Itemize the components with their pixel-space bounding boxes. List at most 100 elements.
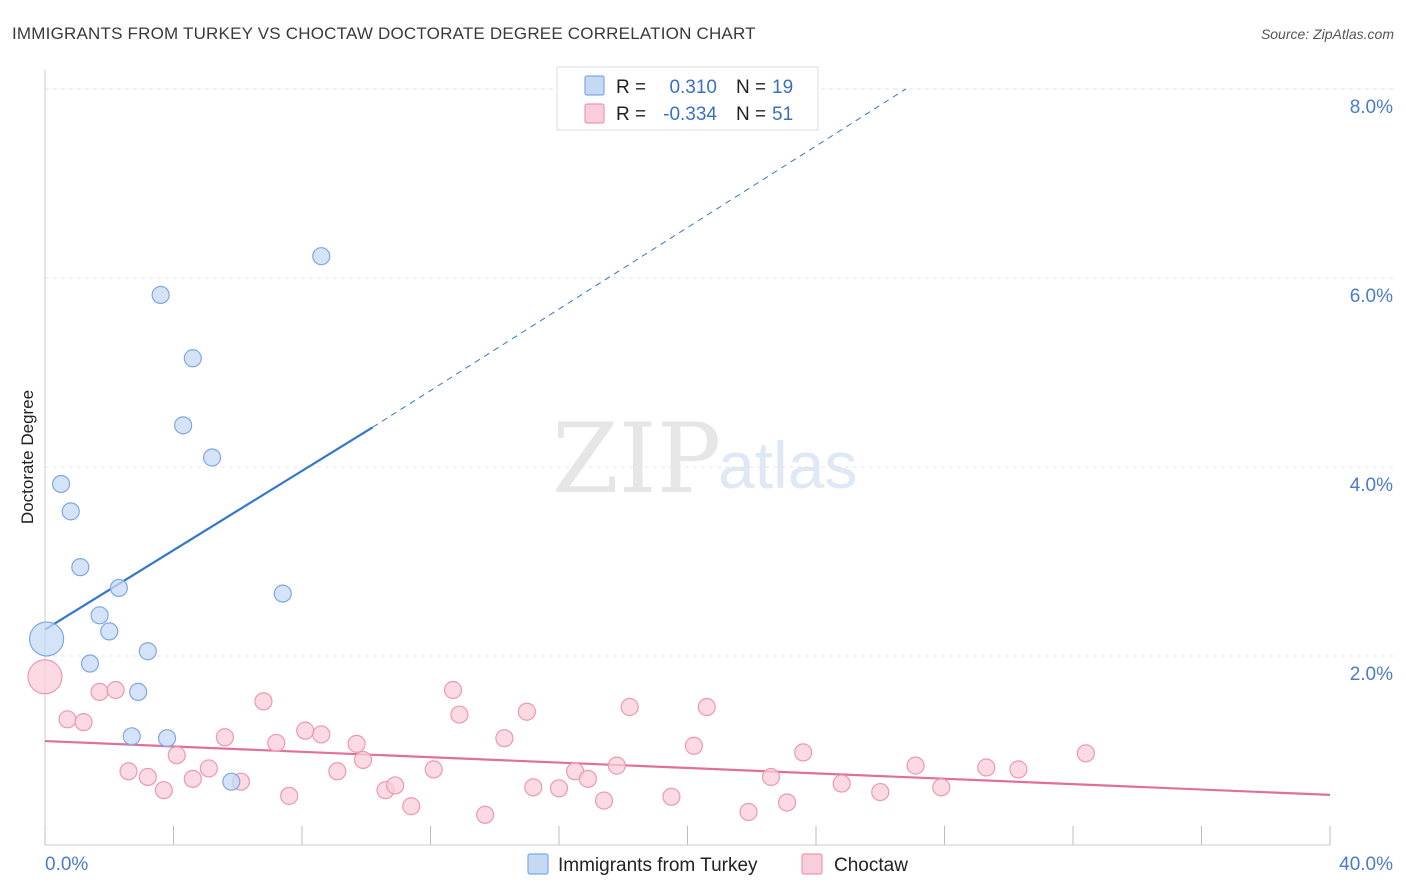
tick-labels: 2.0% 4.0% 6.0% 8.0% 0.0% 40.0% bbox=[45, 97, 1393, 875]
bottom-legend-swatch-turkey bbox=[527, 853, 549, 875]
point-choctaw bbox=[58, 710, 77, 729]
point-turkey bbox=[80, 654, 100, 673]
legend-n-label-choctaw: N = bbox=[736, 104, 766, 125]
bottom-legend-swatch-choctaw bbox=[801, 853, 823, 875]
point-choctaw bbox=[312, 725, 331, 744]
axes bbox=[44, 70, 1331, 846]
point-choctaw bbox=[328, 762, 347, 781]
bottom-legend: Immigrants from Turkey Choctaw bbox=[527, 853, 908, 876]
chart-title: IMMIGRANTS FROM TURKEY VS CHOCTAW DOCTOR… bbox=[12, 24, 756, 43]
point-turkey bbox=[122, 727, 141, 746]
point-choctaw bbox=[476, 805, 495, 824]
point-turkey bbox=[151, 285, 170, 305]
point-choctaw bbox=[424, 760, 443, 779]
point-choctaw bbox=[347, 734, 366, 753]
point-choctaw bbox=[215, 728, 234, 747]
legend-n-value-choctaw: 51 bbox=[772, 104, 793, 125]
legend-n-value-turkey: 19 bbox=[772, 77, 793, 98]
point-choctaw bbox=[1009, 760, 1028, 779]
point-choctaw bbox=[90, 682, 109, 701]
legend-swatch-choctaw bbox=[584, 103, 605, 124]
bottom-legend-label-choctaw: Choctaw bbox=[834, 855, 908, 876]
x-tick-label-min: 0.0% bbox=[45, 854, 88, 875]
trend-lines bbox=[44, 88, 1331, 797]
point-choctaw bbox=[607, 756, 626, 775]
y-tick-label: 8.0% bbox=[1350, 97, 1393, 118]
point-choctaw bbox=[106, 680, 125, 700]
point-turkey bbox=[157, 729, 177, 748]
point-choctaw bbox=[777, 793, 797, 812]
point-choctaw bbox=[154, 781, 173, 800]
legend-r-value-choctaw: -0.334 bbox=[663, 104, 717, 125]
point-choctaw bbox=[684, 736, 704, 755]
point-choctaw bbox=[138, 767, 157, 787]
point-turkey bbox=[273, 584, 292, 603]
point-choctaw bbox=[594, 791, 614, 810]
trend-line-turkey bbox=[44, 426, 374, 631]
trend-line-turkey-extension bbox=[372, 88, 907, 428]
point-turkey bbox=[100, 622, 119, 641]
y-tick-label: 2.0% bbox=[1350, 664, 1393, 685]
legend-r-label-turkey: R = bbox=[616, 77, 646, 98]
point-choctaw bbox=[517, 702, 536, 721]
point-turkey bbox=[138, 642, 157, 661]
x-tick-label-max: 40.0% bbox=[1339, 854, 1393, 875]
point-choctaw bbox=[932, 778, 951, 797]
legend-n-label-turkey: N = bbox=[736, 77, 766, 98]
y-axis-label: Doctorate Degree bbox=[18, 390, 37, 524]
y-tick-label: 6.0% bbox=[1350, 286, 1393, 307]
point-turkey bbox=[51, 474, 71, 494]
point-choctaw bbox=[739, 802, 758, 822]
watermark-zip: ZIP bbox=[552, 403, 721, 515]
point-choctaw bbox=[662, 787, 681, 806]
point-turkey bbox=[174, 416, 193, 435]
point-choctaw bbox=[167, 746, 186, 765]
point-turkey bbox=[61, 502, 80, 521]
point-choctaw bbox=[906, 756, 925, 775]
point-choctaw bbox=[386, 776, 405, 795]
point-choctaw bbox=[697, 697, 716, 717]
point-turkey bbox=[222, 772, 241, 791]
point-choctaw bbox=[280, 786, 299, 805]
point-turkey bbox=[129, 682, 148, 701]
legend-swatch-turkey bbox=[584, 75, 605, 96]
point-choctaw bbox=[524, 778, 543, 797]
point-choctaw bbox=[119, 762, 138, 781]
data-points bbox=[27, 247, 1095, 824]
point-turkey bbox=[29, 621, 65, 657]
point-choctaw bbox=[402, 797, 421, 816]
point-turkey bbox=[109, 578, 128, 598]
point-choctaw bbox=[443, 680, 463, 700]
point-turkey bbox=[202, 448, 222, 467]
legend-r-value-turkey: 0.310 bbox=[669, 77, 717, 98]
point-choctaw bbox=[549, 779, 569, 798]
gridlines bbox=[45, 88, 1395, 657]
watermark-atlas: atlas bbox=[718, 428, 857, 502]
point-turkey bbox=[90, 606, 109, 625]
point-choctaw bbox=[296, 721, 315, 740]
point-choctaw bbox=[578, 769, 598, 788]
point-choctaw bbox=[761, 767, 781, 787]
legend: R = 0.310 N = 19 R = -0.334 N = 51 bbox=[556, 66, 819, 131]
point-choctaw bbox=[267, 733, 286, 753]
point-choctaw bbox=[495, 729, 514, 748]
point-choctaw bbox=[977, 758, 996, 777]
point-choctaw bbox=[620, 697, 639, 717]
point-choctaw bbox=[27, 659, 63, 695]
point-turkey bbox=[183, 349, 202, 368]
point-choctaw bbox=[74, 713, 93, 732]
point-turkey bbox=[71, 558, 90, 577]
legend-r-label-choctaw: R = bbox=[616, 104, 646, 125]
point-turkey bbox=[312, 247, 331, 266]
point-choctaw bbox=[199, 759, 218, 778]
point-choctaw bbox=[450, 705, 469, 724]
point-choctaw bbox=[183, 769, 202, 788]
point-choctaw bbox=[1076, 744, 1095, 763]
point-choctaw bbox=[353, 750, 373, 770]
y-tick-label: 4.0% bbox=[1350, 475, 1393, 496]
point-choctaw bbox=[794, 743, 813, 762]
point-choctaw bbox=[254, 692, 273, 711]
source-label: Source: ZipAtlas.com bbox=[1261, 26, 1394, 42]
point-choctaw bbox=[832, 774, 851, 793]
